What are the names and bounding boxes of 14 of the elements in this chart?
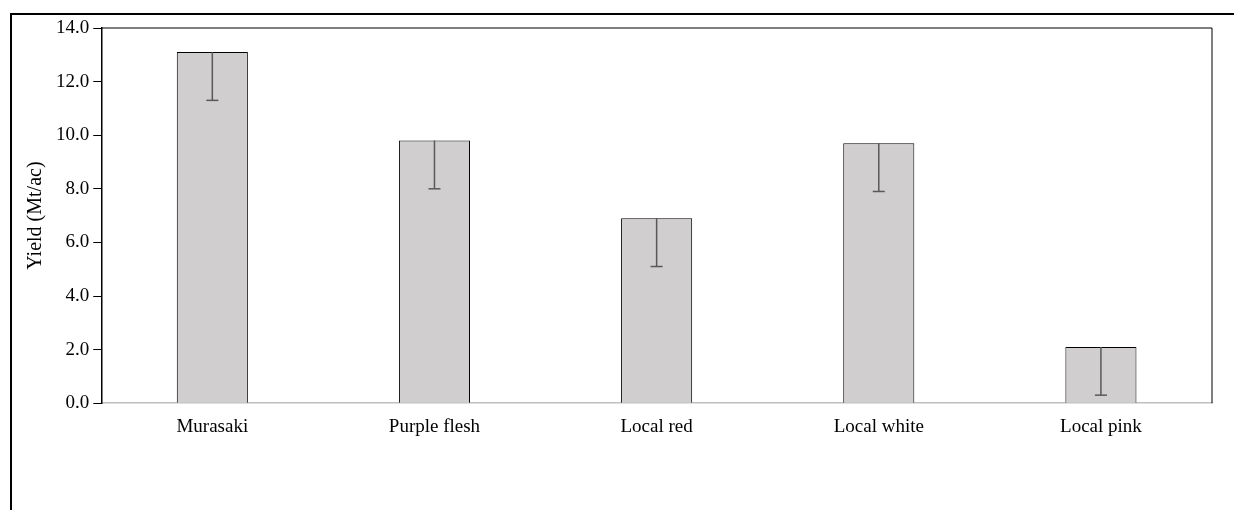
y-tick-label: 10.0 (56, 123, 90, 145)
y-tick-label: 6.0 (65, 230, 90, 252)
y-tick-label: 14.0 (56, 15, 90, 37)
y-tick-label: 2.0 (65, 337, 90, 359)
y-axis-title: Yield (Mt/ac) (23, 161, 47, 270)
x-tick-label: Purple flesh (388, 414, 481, 436)
x-tick-label: Local pink (1060, 414, 1143, 436)
y-tick-label: 4.0 (65, 283, 90, 305)
y-tick-label: 0.0 (65, 391, 90, 413)
x-tick-label: Murasaki (176, 414, 249, 436)
y-tick-label: 8.0 (65, 176, 90, 198)
y-tick-label: 12.0 (56, 69, 90, 91)
x-tick-label: Local white (833, 414, 924, 436)
x-tick-label: Local red (620, 414, 694, 436)
